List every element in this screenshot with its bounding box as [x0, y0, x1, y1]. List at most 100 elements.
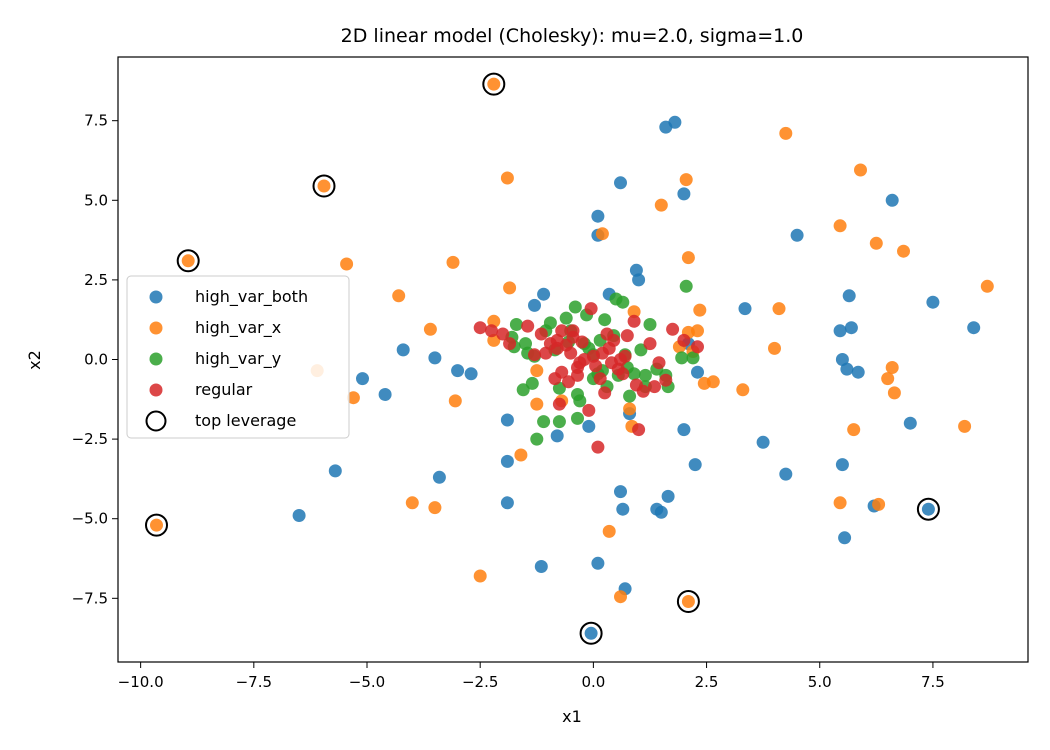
legend-item-high-var-x: high_var_x [149, 318, 281, 338]
point-regular-26 [589, 359, 603, 373]
point-high-var-x-22 [595, 227, 609, 241]
point-high-var-x-28 [654, 198, 668, 212]
point-high-var-both-45 [838, 531, 852, 545]
point-regular-52 [593, 372, 607, 386]
point-high-var-x-6 [392, 289, 406, 303]
point-high-var-both-40 [779, 467, 793, 481]
point-regular-33 [607, 333, 621, 347]
point-high-var-x-19 [530, 364, 544, 378]
point-high-var-x-48 [872, 497, 886, 511]
point-regular-15 [564, 346, 578, 360]
point-high-var-both-55 [921, 502, 935, 516]
point-regular-2 [496, 327, 510, 341]
point-high-var-both-29 [668, 115, 682, 129]
point-high-var-x-10 [446, 255, 460, 269]
point-regular-37 [618, 349, 632, 363]
point-regular-29 [598, 386, 612, 400]
point-high-var-x-46 [854, 163, 867, 177]
point-high-var-y-5 [516, 383, 530, 397]
series-top-leverage [145, 72, 940, 645]
point-regular-36 [616, 367, 630, 381]
point-high-var-both-36 [691, 365, 704, 379]
point-high-var-y-37 [634, 343, 648, 357]
legend-label-regular: regular [195, 380, 253, 399]
point-regular-51 [555, 324, 569, 338]
point-regular-16 [562, 375, 575, 389]
point-regular-42 [636, 384, 650, 398]
point-high-var-y-29 [598, 313, 612, 327]
legend-item-high-var-both: high_var_both [149, 287, 308, 307]
point-high-var-both-12 [528, 298, 541, 312]
y-tick-label: −5.0 [72, 510, 108, 528]
y-tick-label: 2.5 [84, 271, 108, 289]
point-high-var-x-42 [779, 126, 793, 140]
point-high-var-y-11 [543, 316, 557, 330]
point-high-var-both-38 [738, 302, 752, 316]
point-high-var-both-14 [534, 560, 548, 573]
point-high-var-both-4 [396, 343, 410, 357]
point-high-var-both-52 [903, 416, 917, 430]
x-tick-label: −2.5 [462, 673, 498, 691]
legend-label-high-var-x: high_var_x [195, 318, 281, 338]
point-regular-48 [677, 333, 691, 347]
point-regular-27 [591, 440, 605, 454]
point-top-leverage-6 [916, 497, 940, 521]
point-regular-6 [534, 327, 548, 341]
point-regular-46 [659, 373, 673, 387]
point-high-var-both-35 [688, 458, 702, 472]
legend: high_var_both high_var_x high_var_y regu… [126, 275, 350, 439]
point-regular-5 [528, 348, 541, 362]
legend-item-top-leverage: top leverage [145, 410, 296, 432]
point-high-var-both-19 [591, 556, 605, 570]
point-high-var-x-24 [614, 590, 627, 604]
point-high-var-both-34 [677, 423, 691, 437]
point-high-var-both-7 [451, 364, 465, 378]
point-high-var-y-35 [623, 389, 637, 403]
point-high-var-both-41 [790, 228, 804, 242]
point-regular-18 [566, 324, 580, 338]
point-high-var-x-15 [487, 77, 501, 91]
point-high-var-x-36 [693, 303, 707, 317]
point-regular-0 [473, 321, 487, 335]
point-high-var-x-8 [423, 322, 437, 336]
point-high-var-y-14 [552, 415, 566, 429]
x-tick-label: −7.5 [236, 673, 272, 691]
point-high-var-both-53 [926, 295, 940, 309]
point-high-var-x-49 [881, 372, 895, 386]
point-high-var-both-10 [500, 454, 514, 468]
point-high-var-both-49 [851, 365, 865, 379]
legend-marker-high-var-y [149, 352, 163, 366]
point-regular-49 [691, 340, 704, 354]
point-regular-4 [521, 319, 535, 333]
point-high-var-y-45 [679, 279, 693, 293]
point-high-var-x-20 [530, 397, 544, 411]
point-regular-50 [573, 356, 587, 370]
point-high-var-both-31 [654, 505, 668, 519]
point-high-var-y-0 [509, 318, 523, 331]
point-high-var-both-39 [756, 435, 770, 449]
point-high-var-both-32 [661, 489, 675, 503]
point-high-var-both-33 [677, 187, 691, 201]
point-high-var-x-51 [887, 386, 901, 400]
point-high-var-x-4 [340, 257, 354, 271]
point-high-var-y-44 [675, 351, 689, 365]
point-regular-39 [627, 314, 641, 328]
point-high-var-y-32 [616, 295, 630, 309]
y-tick-label: −7.5 [72, 589, 108, 607]
point-high-var-x-27 [627, 305, 641, 319]
point-high-var-y-17 [568, 300, 582, 314]
legend-marker-regular [149, 383, 163, 397]
point-high-var-both-3 [378, 388, 392, 401]
point-regular-45 [652, 356, 666, 370]
point-top-leverage-3 [145, 513, 168, 537]
point-high-var-y-6 [525, 376, 539, 390]
point-high-var-x-23 [602, 524, 616, 538]
point-high-var-x-44 [833, 496, 847, 510]
point-regular-43 [643, 337, 657, 351]
point-high-var-x-40 [768, 341, 781, 355]
x-axis-ticks: −10.0 −7.5 −5.0 −2.5 0.0 2.5 5.0 7.5 [118, 662, 945, 691]
point-high-var-both-0 [292, 509, 306, 522]
point-high-var-both-6 [432, 470, 446, 484]
point-high-var-x-53 [958, 419, 972, 433]
legend-marker-high-var-both [149, 290, 163, 304]
